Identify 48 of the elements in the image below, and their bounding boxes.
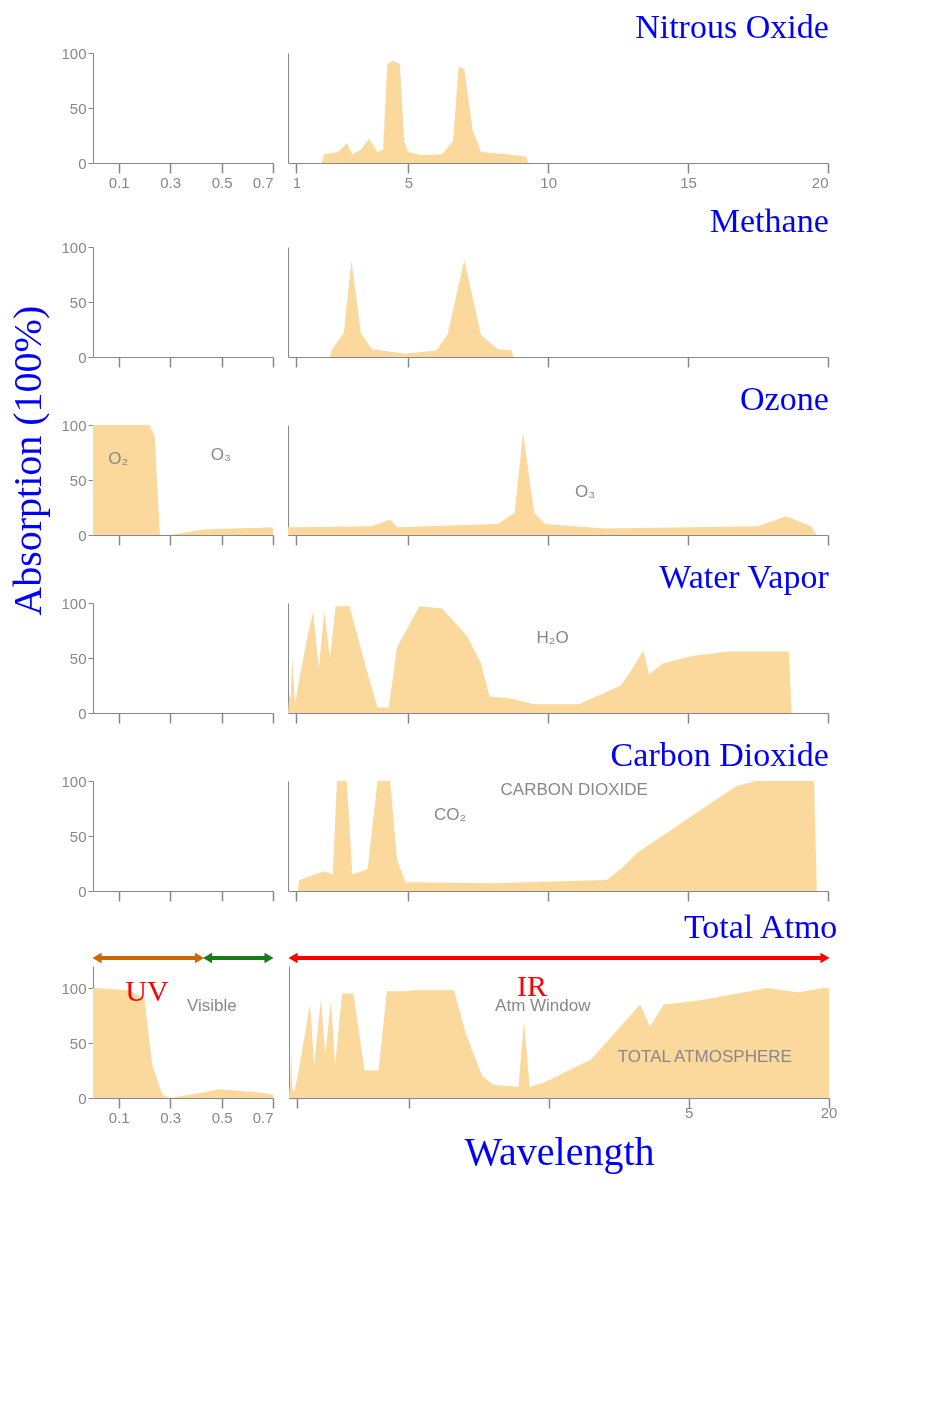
y-tick-label: 50 [69,99,87,117]
x-tick-label: 1 [292,173,302,191]
y-tick-label: 0 [78,348,87,366]
x-tick-label: 0.1 [108,173,130,191]
y-tick-label: 50 [69,827,87,845]
chart-title: Ozone [740,380,829,417]
y-tick-label: 50 [69,649,87,667]
chart-title: Total Atmo [683,907,838,945]
x-tick-label: 15 [680,173,697,191]
y-tick-label: 100 [61,44,87,62]
y-axis-title: Absorption (100%) [5,305,50,616]
x-tick-label: 0.5 [211,173,233,191]
y-tick-label: 100 [61,772,87,790]
y-tick-label: 50 [69,293,87,311]
x-tick-label: 0.3 [160,1108,182,1126]
x-axis-title: Wavelength [464,1129,655,1175]
y-tick-label: 50 [69,1034,87,1052]
annotation: CO₂ [433,805,467,825]
annotation: H₂O [536,628,569,648]
x-tick-label: 10 [540,173,558,191]
y-tick-label: 0 [78,882,87,900]
x-tick-label: 0.5 [211,1108,233,1126]
y-tick-label: 50 [69,471,87,489]
x-tick-label: 0.7 [252,173,274,191]
y-tick-label: 0 [78,1089,87,1107]
y-tick-label: 100 [61,238,87,256]
y-tick-label: 0 [78,526,87,544]
annotation: UV [125,974,169,1008]
chart-title: Methane [709,202,829,239]
y-tick-label: 100 [61,416,87,434]
annotation: O₃ [210,444,231,464]
y-tick-label: 0 [78,704,87,722]
y-tick-label: 0 [78,154,87,172]
x-tick-label: 0.3 [160,173,182,191]
x-tick-label: 0.1 [108,1108,130,1126]
annotation: CARBON DIOXIDE [500,779,648,799]
chart-title: Water Vapor [659,558,830,595]
annotation: TOTAL ATMOSPHERE [617,1047,792,1067]
y-tick-label: 100 [61,594,87,612]
x-tick-label: 5 [404,173,413,191]
x-tick-label: 20 [811,173,829,191]
annotation: Visible [186,995,237,1015]
chart-title: Nitrous Oxide [635,8,829,45]
y-tick-label: 100 [61,979,87,997]
annotation: O₂ [108,449,129,469]
annotation: O₃ [574,482,596,502]
chart-title: Carbon Dioxide [610,735,829,773]
x-tick-label: 0.7 [252,1108,274,1126]
